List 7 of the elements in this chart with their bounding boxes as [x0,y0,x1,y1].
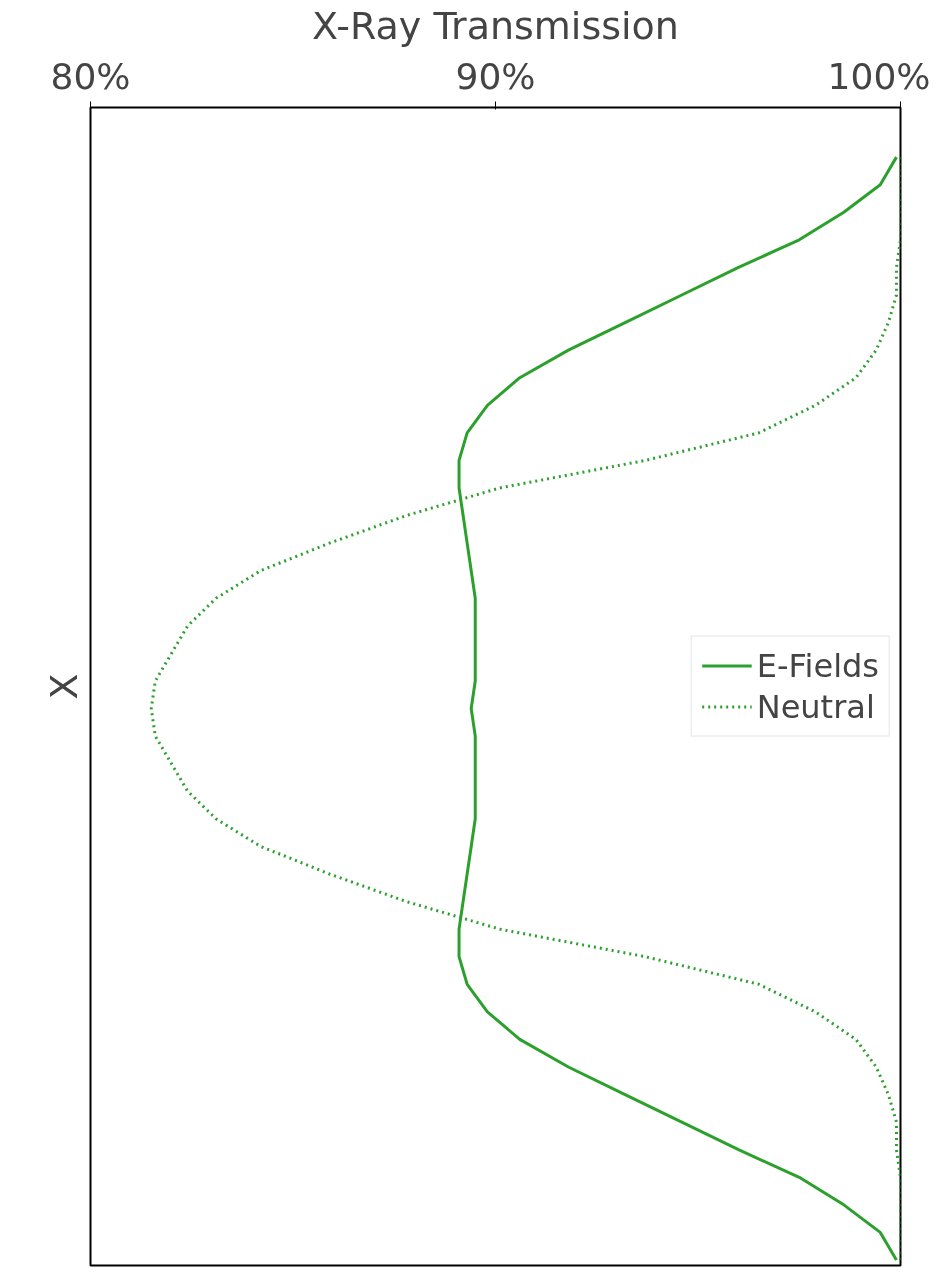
legend-label: Neutral [756,687,875,726]
x-tick-label: 90% [455,55,536,97]
y-axis-title: X [41,673,86,700]
x-tick-label: 100% [827,55,931,97]
x-axis-title: X-Ray Transmission [312,3,679,48]
legend-label: E-Fields [756,646,879,685]
x-tick-label: 80% [50,55,131,97]
